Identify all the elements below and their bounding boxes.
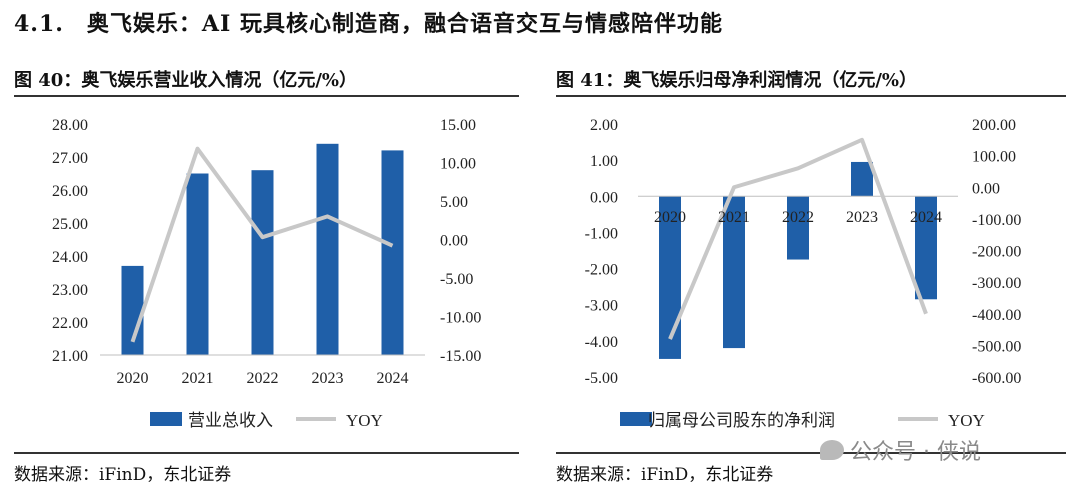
chart-1-right-tick-label: 10.00 xyxy=(440,156,476,173)
chart-1-bottom-rule xyxy=(14,452,519,454)
chart-2-right-tick-label: -100.00 xyxy=(972,212,1021,229)
chart-1-legend-line-label: YOY xyxy=(346,411,383,430)
chart-2-left-tick-label: -1.00 xyxy=(585,225,618,242)
wechat-icon xyxy=(820,440,844,460)
watermark-text: 公众号 · 侠说 xyxy=(850,440,981,465)
chart-2-right-tick-label: -600.00 xyxy=(972,370,1021,387)
chart-1-legend-bar-swatch xyxy=(150,412,182,426)
chart-2-right-tick-label: 0.00 xyxy=(972,180,1000,197)
chart-2-yoy-line xyxy=(668,137,928,340)
chart-1-left-tick-label: 22.00 xyxy=(52,315,88,332)
chart-2-legend-bar-label: 归属母公司股东的净利润 xyxy=(648,411,835,430)
chart-1-category-label: 2021 xyxy=(182,370,214,387)
chart-1-left-tick-label: 27.00 xyxy=(52,150,88,167)
chart-2-bottom-rule xyxy=(556,452,1066,454)
chart-1-right-tick-label: -10.00 xyxy=(440,310,481,327)
chart-2-left-tick-label: -2.00 xyxy=(585,262,618,279)
chart-1-top-rule xyxy=(14,95,519,97)
chart-2-bar-2021 xyxy=(723,196,745,349)
section-title: 4.1. 奥飞娱乐：AI 玩具核心制造商，融合语音交互与情感陪伴功能 xyxy=(14,11,723,37)
chart-2-left-tick-label: -3.00 xyxy=(585,298,618,315)
chart-1-bar-2021 xyxy=(186,173,209,355)
chart-1-category-label: 2023 xyxy=(312,370,344,387)
chart-2-left-tick-label: 1.00 xyxy=(590,153,618,170)
chart-1-left-tick-label: 24.00 xyxy=(52,249,88,266)
chart-2-left-tick-label: -5.00 xyxy=(585,370,618,387)
chart-1-right-tick-label: 5.00 xyxy=(440,194,468,211)
chart-1-right-tick-label: 0.00 xyxy=(440,233,468,250)
chart-2-bar-2020 xyxy=(659,196,681,359)
chart-1-left-tick-label: 26.00 xyxy=(52,183,88,200)
chart-1-left-tick-label: 21.00 xyxy=(52,348,88,365)
chart-1-category-label: 2022 xyxy=(247,370,279,387)
chart-2-right-tick-label: -200.00 xyxy=(972,244,1021,261)
chart-2-bar-2024 xyxy=(915,196,937,300)
chart-2-right-tick-label: 100.00 xyxy=(972,149,1016,166)
chart-2-category-label: 2020 xyxy=(654,209,686,226)
chart-2-category-label: 2024 xyxy=(910,209,942,226)
chart-2-category-label: 2023 xyxy=(846,209,878,226)
chart-2-right-tick-label: -400.00 xyxy=(972,307,1021,324)
chart-1-bar-2024 xyxy=(381,150,404,355)
chart-1-left-tick-label: 23.00 xyxy=(52,282,88,299)
chart-1-source: 数据来源：iFinD，东北证券 xyxy=(14,465,232,485)
chart-2-legend-bar-swatch xyxy=(620,412,652,426)
chart-2-top-rule xyxy=(556,95,1066,97)
watermark: 公众号 · 侠说 xyxy=(820,434,981,466)
chart-1-legend-bar-label: 营业总收入 xyxy=(188,411,273,430)
chart-1-left-tick-label: 28.00 xyxy=(52,117,88,134)
chart-1-bar-2023 xyxy=(316,143,339,355)
chart-2-legend-line-label: YOY xyxy=(948,411,985,430)
chart-2-source: 数据来源：iFinD，东北证券 xyxy=(556,465,774,485)
chart-1-yoy-line xyxy=(130,146,394,343)
chart-2-right-tick-label: 200.00 xyxy=(972,117,1016,134)
chart-2-left-tick-label: 0.00 xyxy=(590,189,618,206)
chart-2-category-label: 2021 xyxy=(718,209,750,226)
chart-2-right-tick-label: -300.00 xyxy=(972,275,1021,292)
chart-1-left-tick-label: 25.00 xyxy=(52,216,88,233)
chart-1-right-tick-label: -15.00 xyxy=(440,348,481,365)
chart-1-bar-2022 xyxy=(251,170,274,355)
chart-2-bar-2023 xyxy=(851,161,873,197)
chart-2-bar-2022 xyxy=(787,196,809,260)
chart-2-title: 图 41：奥飞娱乐归母净利润情况（亿元/%） xyxy=(556,70,917,91)
chart-1-category-label: 2024 xyxy=(377,370,409,387)
chart-1-category-label: 2020 xyxy=(117,370,149,387)
chart-2-left-tick-label: 2.00 xyxy=(590,117,618,134)
chart-2-left-tick-label: -4.00 xyxy=(585,334,618,351)
chart-1-right-tick-label: 15.00 xyxy=(440,117,476,134)
chart-1-bar-2020 xyxy=(121,265,144,355)
chart-2-right-tick-label: -500.00 xyxy=(972,338,1021,355)
chart-1-title: 图 40：奥飞娱乐营业收入情况（亿元/%） xyxy=(14,70,357,91)
chart-1-right-tick-label: -5.00 xyxy=(440,271,473,288)
chart-2-category-label: 2022 xyxy=(782,209,814,226)
